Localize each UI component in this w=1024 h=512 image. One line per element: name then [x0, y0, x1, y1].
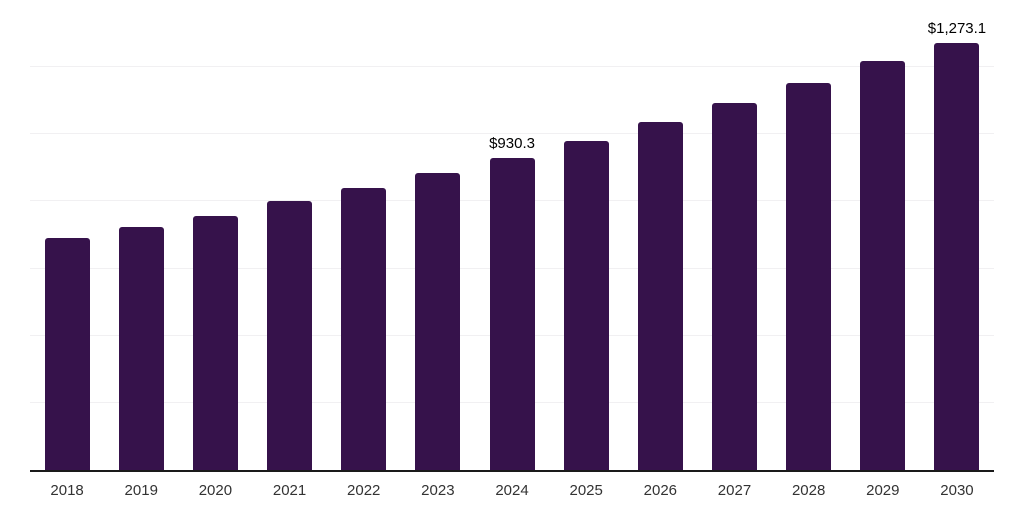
- bar-2020: [192, 215, 238, 470]
- bar-2029: [860, 61, 906, 470]
- bar-value-label-2030: $1,273.1: [927, 19, 987, 37]
- bar-2019: [118, 226, 164, 470]
- x-axis-labels: 2018 2019 2020 2021 2022 2023 2024 2025 2026 2027…: [30, 482, 994, 500]
- bar-cell-2020: [178, 0, 252, 470]
- x-axis-label-2025: 2025: [569, 482, 603, 499]
- bar-2024: [489, 157, 535, 470]
- bar-2018: [44, 237, 90, 470]
- bar-2021: [267, 201, 313, 470]
- bar-cell-2025: [549, 0, 623, 470]
- bar-series: $930.3 $1,273.1: [30, 0, 994, 470]
- x-axis-label-2029: 2029: [866, 482, 900, 499]
- x-axis-label-2018: 2018: [50, 482, 84, 499]
- bar-2025: [563, 141, 609, 470]
- x-axis-label-2019: 2019: [124, 482, 158, 499]
- x-axis-label-2028: 2028: [791, 482, 826, 499]
- bar-cell-2023: [401, 0, 475, 470]
- plot-area: $930.3 $1,273.1: [30, 0, 994, 470]
- bar-2030: [934, 42, 980, 470]
- bar-cell-2029: [846, 0, 920, 470]
- bar-2027: [711, 103, 757, 470]
- x-axis-line: [30, 470, 994, 472]
- x-axis-label-2030: 2030: [940, 482, 974, 499]
- gridline: [30, 66, 994, 68]
- x-axis-label-2024: 2024: [495, 482, 529, 499]
- bar-cell-2018: [30, 0, 104, 470]
- bar-cell-2022: [327, 0, 401, 470]
- bar-cell-2024: $930.3: [475, 0, 549, 470]
- bar-2022: [341, 188, 387, 470]
- bar-cell-2021: [252, 0, 326, 470]
- bar-cell-2027: [697, 0, 771, 470]
- x-axis-label-2027: 2027: [717, 482, 752, 499]
- x-axis-label-2020: 2020: [198, 482, 233, 499]
- bar-cell-2019: [104, 0, 178, 470]
- bar-2023: [415, 172, 461, 470]
- bar-2028: [786, 82, 832, 470]
- x-axis-label-2026: 2026: [643, 482, 678, 499]
- x-axis-label-2023: 2023: [421, 482, 455, 499]
- bar-value-label-2024: $930.3: [489, 134, 535, 152]
- gridline: [30, 133, 994, 135]
- bar-2026: [637, 121, 683, 470]
- x-axis-label-2022: 2022: [347, 482, 381, 499]
- x-axis-label-2021: 2021: [272, 482, 307, 499]
- bar-cell-2030: $1,273.1: [920, 0, 994, 470]
- bar-cell-2026: [623, 0, 697, 470]
- bar-cell-2028: [772, 0, 846, 470]
